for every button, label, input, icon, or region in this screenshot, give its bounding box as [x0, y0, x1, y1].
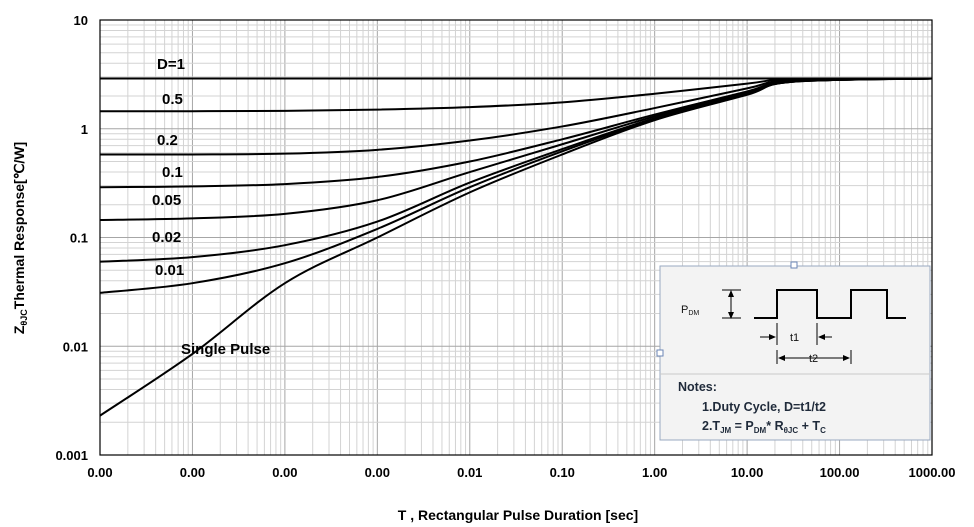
- x-tick-label: 0.00: [365, 465, 390, 480]
- tick-labels: 0.00 0.00 0.00 0.00 0.01 0.10 1.00 10.00 100.00 1…: [55, 13, 955, 480]
- y-tick-label: 0.1: [70, 231, 88, 246]
- x-tick-label: 10.00: [731, 465, 764, 480]
- t1-arrowhead-left: [769, 334, 776, 340]
- curve-label-0-02: 0.02: [152, 229, 181, 246]
- curve-label-0-2: 0.2: [157, 132, 178, 149]
- t2-label: t2: [809, 353, 818, 365]
- x-tick-label: 0.10: [550, 465, 575, 480]
- pdm-arrow-top: [728, 290, 734, 297]
- curve-label-0-01: 0.01: [155, 262, 184, 279]
- y-axis-title: ZθJCThermal Response[℃/W]: [11, 142, 29, 334]
- curve-label-single-pulse: Single Pulse: [181, 341, 270, 358]
- plot-frame: [99, 19, 933, 456]
- grid: [99, 19, 933, 456]
- x-tick-label: 1000.00: [909, 465, 956, 480]
- curve-labels: D=1 0.5 0.2 0.1 0.05 0.02 0.01 Single Pulse: [152, 56, 270, 358]
- t2-arrowhead-left: [778, 355, 785, 361]
- t1-label: t1: [790, 332, 799, 344]
- inset-background: [659, 265, 931, 441]
- y-tick-label: 1: [81, 122, 88, 137]
- inset-legend-box: PDM t1 t2 Notes: 1.Duty Cycle, D=t1/t2 2…: [656, 261, 931, 441]
- series-line-0-2: [99, 77, 933, 156]
- series-line-0-5: [99, 77, 933, 113]
- y-tick-label: 0.01: [63, 339, 88, 354]
- x-axis-title: T , Rectangular Pulse Duration [sec]: [398, 507, 638, 523]
- curve-label-0-5: 0.5: [162, 91, 183, 108]
- x-tick-label: 1.00: [642, 465, 667, 480]
- curve-label-d-1: D=1: [157, 56, 185, 73]
- notes-title: Notes:: [678, 380, 717, 394]
- pulse-waveform: [754, 289, 906, 319]
- y-tick-label: 0.001: [55, 448, 88, 463]
- note-junction-temp: 2.TJM = PDM* RθJC + TC: [702, 419, 826, 435]
- pdm-arrow-bottom: [728, 312, 734, 319]
- series-line-single-pulse: [99, 77, 933, 417]
- x-tick-label: 100.00: [820, 465, 860, 480]
- series-group: [99, 77, 933, 417]
- x-tick-label: 0.01: [457, 465, 482, 480]
- inset-pdm-label: PDM: [681, 304, 699, 317]
- y-tick-label: 10: [74, 13, 88, 28]
- x-tick-label: 0.00: [180, 465, 205, 480]
- inset-handle-top: [790, 261, 798, 269]
- curve-label-0-05: 0.05: [152, 192, 181, 209]
- note-duty-cycle: 1.Duty Cycle, D=t1/t2: [702, 400, 826, 414]
- curve-label-0-1: 0.1: [162, 164, 183, 181]
- inset-handle-left: [656, 349, 664, 357]
- t1-arrowhead-right: [818, 334, 825, 340]
- x-tick-label: 0.00: [87, 465, 112, 480]
- x-tick-label: 0.00: [272, 465, 297, 480]
- t2-arrowhead-right: [843, 355, 850, 361]
